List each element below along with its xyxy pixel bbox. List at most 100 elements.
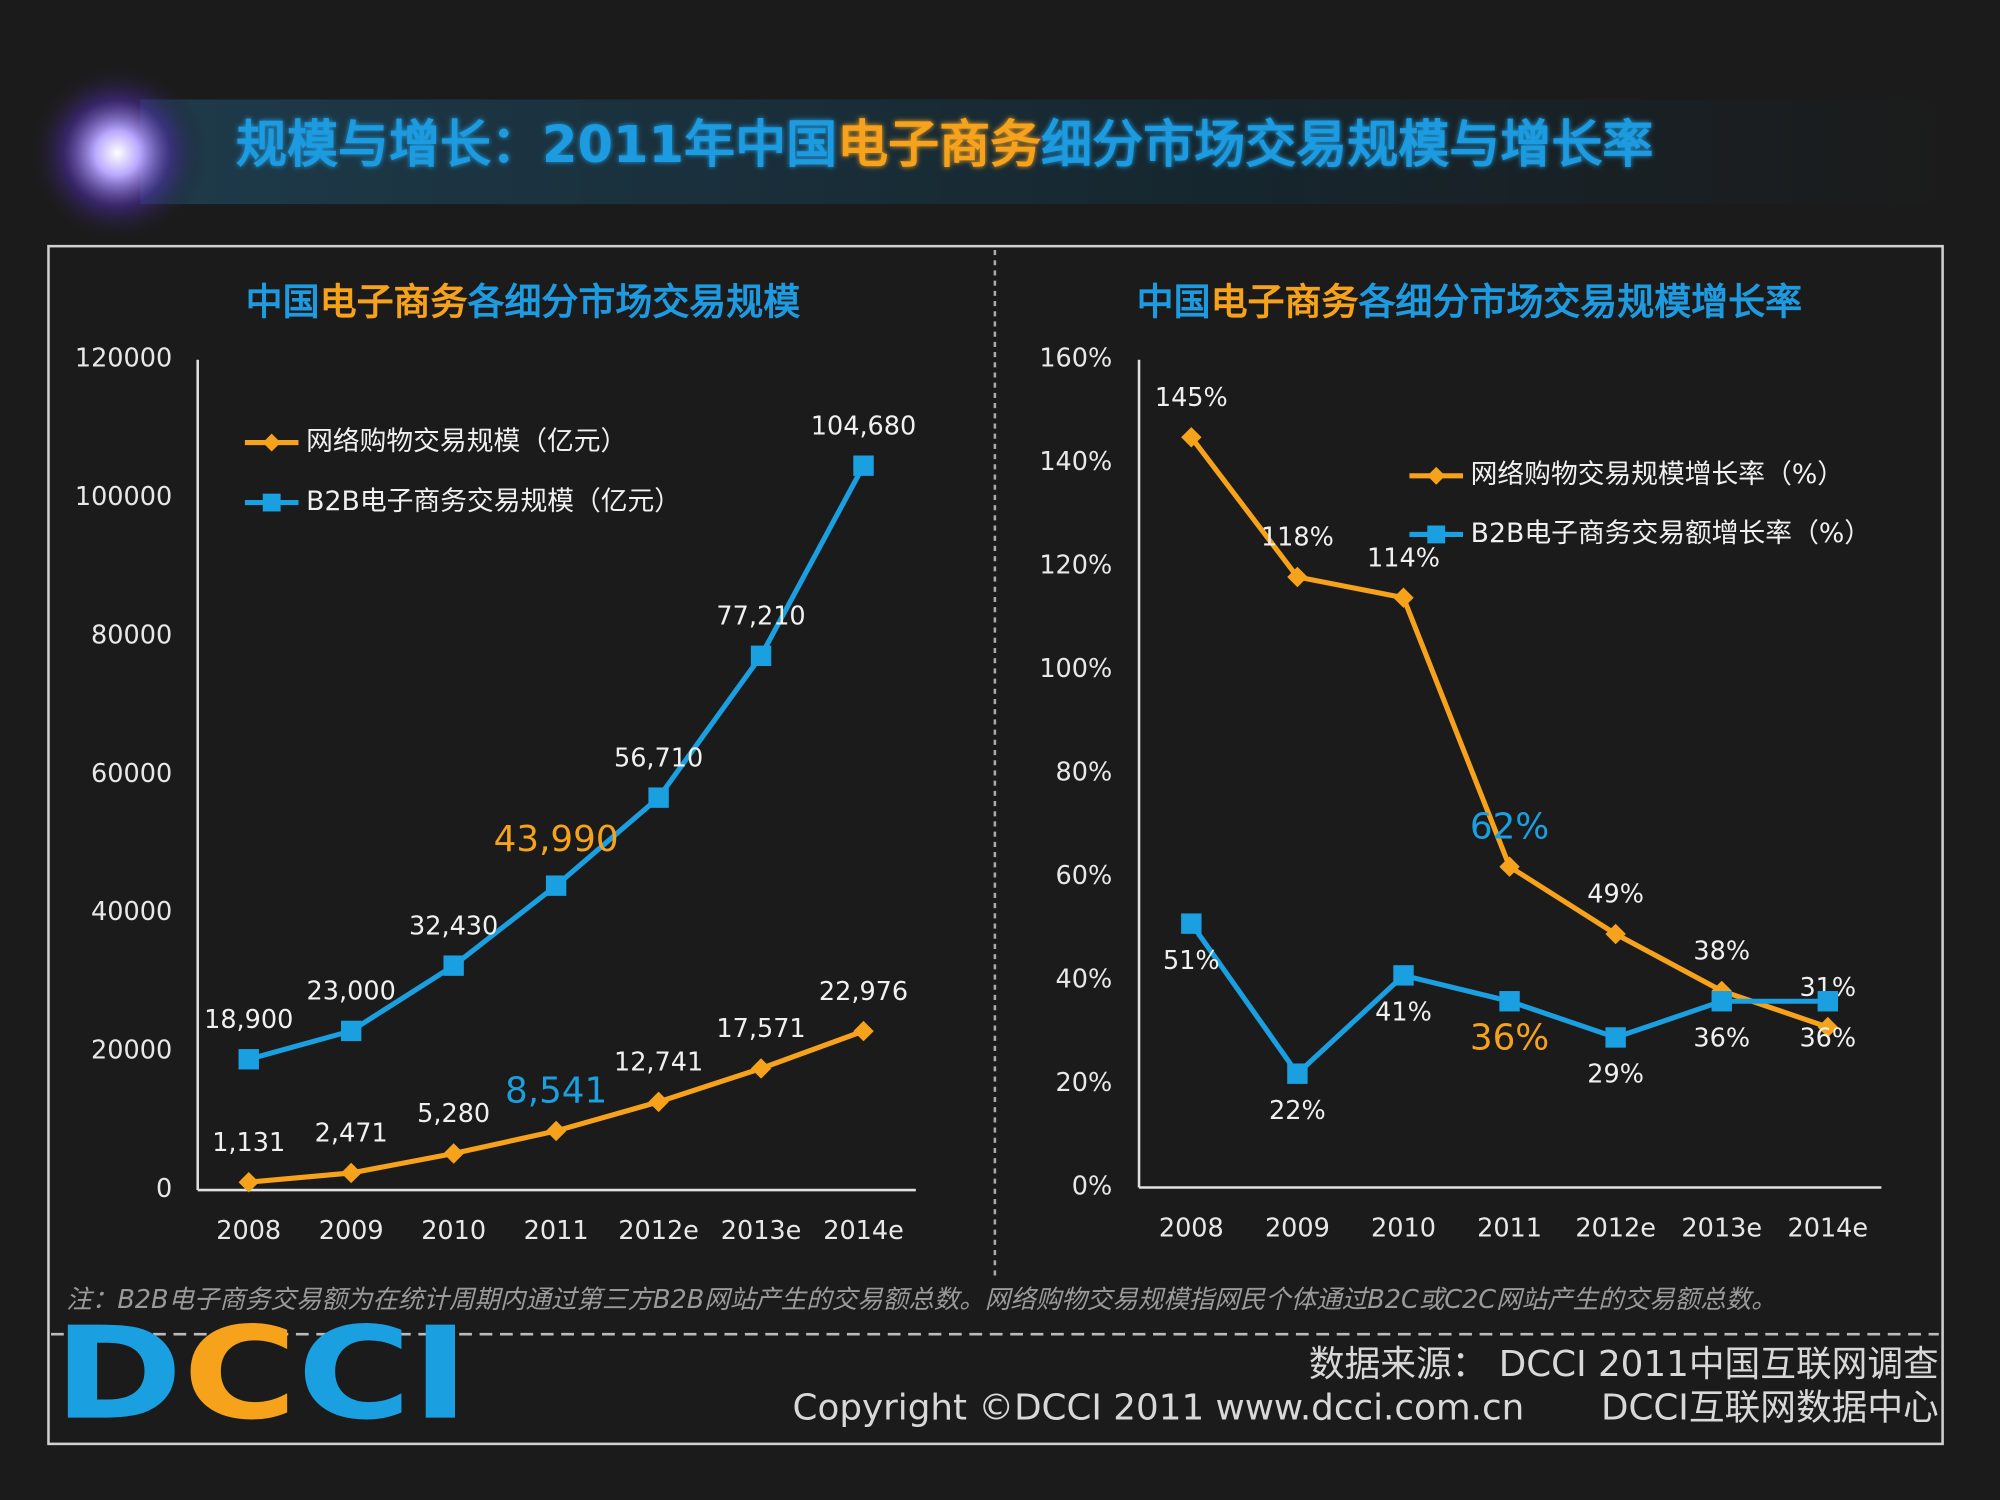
marker: [1287, 1063, 1308, 1084]
marker: [1499, 991, 1520, 1012]
marker: [1817, 991, 1839, 1012]
marker: [443, 955, 464, 976]
data-label: 114%: [1367, 543, 1440, 573]
title-part: 细分市场交易规模与增长率: [1041, 116, 1653, 175]
x-tick-label: 2014e: [1788, 1214, 1869, 1244]
data-label: 36%: [1470, 1018, 1549, 1059]
legend-marker: [262, 433, 281, 452]
note: 注：B2B电子商务交易额为在统计周期内通过第三方B2B网站产生的交易额总数。网络…: [66, 1285, 1776, 1315]
y-tick-label: 40000: [91, 897, 172, 927]
chart-title-part: 电子商务: [1211, 280, 1359, 323]
data-label: 56,710: [614, 743, 703, 773]
star-icon: [28, 63, 207, 243]
marker: [340, 1020, 362, 1042]
data-label: 49%: [1587, 880, 1644, 910]
data-label: 29%: [1587, 1060, 1644, 1090]
marker: [750, 645, 772, 666]
source: 数据来源： DCCI 2011中国互联网调查: [1309, 1344, 1939, 1385]
copyright: Copyright ©DCCI 2011 www.dcci.com.cn: [793, 1387, 1525, 1428]
data-label: 104,680: [811, 411, 916, 441]
data-label: 51%: [1163, 946, 1220, 976]
data-label: 5,280: [417, 1099, 490, 1129]
data-label: 145%: [1155, 383, 1228, 413]
y-tick-label: 0%: [1072, 1172, 1112, 1202]
x-tick-label: 2011: [1477, 1214, 1542, 1244]
x-tick-label: 2010: [421, 1216, 486, 1246]
marker: [1711, 991, 1732, 1012]
title-part: 规模与增长：2011年中国: [236, 116, 837, 175]
marker: [1817, 1016, 1839, 1038]
data-label: 18,900: [204, 1005, 293, 1035]
y-tick-label: 140%: [1039, 447, 1112, 477]
x-tick-label: 2011: [524, 1216, 589, 1246]
y-tick-label: 100000: [75, 482, 172, 512]
x-tick-label: 2012e: [1575, 1214, 1656, 1244]
x-tick-label: 2010: [1371, 1214, 1436, 1244]
legend-marker: [1427, 466, 1446, 485]
marker: [238, 1049, 259, 1070]
legend-label: 网络购物交易规模（亿元）: [306, 426, 627, 457]
y-tick-label: 80000: [91, 620, 172, 650]
marker: [340, 1162, 362, 1184]
legend-marker: [262, 493, 281, 512]
legend-label: 网络购物交易规模增长率（%）: [1471, 459, 1844, 490]
data-label: 12,741: [614, 1048, 703, 1078]
data-label: 62%: [1470, 806, 1549, 847]
x-tick-label: 2014e: [823, 1216, 904, 1246]
marker: [648, 787, 669, 808]
x-tick-label: 2013e: [721, 1216, 802, 1246]
x-tick-label: 2012e: [618, 1216, 699, 1246]
chart-title-part: 电子商务: [320, 280, 468, 323]
legend-label: B2B电子商务交易规模（亿元）: [306, 486, 681, 517]
chart-title-part: 中国: [246, 280, 320, 323]
marker: [1181, 427, 1202, 448]
marker: [1605, 923, 1626, 945]
marker: [1393, 587, 1414, 608]
marker: [1181, 913, 1202, 934]
panel-border: [47, 244, 1944, 1446]
legend-label: B2B电子商务交易额增长率（%）: [1471, 518, 1871, 549]
data-label: 77,210: [716, 602, 805, 632]
x-tick-label: 2008: [216, 1216, 281, 1246]
data-label: 38%: [1693, 937, 1750, 967]
chart-title-part: 各细分市场交易规模增长率: [1358, 280, 1802, 323]
marker: [1287, 566, 1308, 588]
marker: [545, 875, 567, 896]
data-label: 118%: [1261, 523, 1334, 553]
data-label: 8,541: [505, 1071, 607, 1112]
y-tick-label: 120%: [1039, 551, 1112, 581]
chart-title-part: 各细分市场交易规模: [468, 280, 801, 323]
data-label: 22%: [1269, 1096, 1326, 1126]
y-tick-label: 20%: [1056, 1068, 1113, 1098]
y-tick-label: 60%: [1056, 861, 1113, 891]
data-label: 17,571: [716, 1014, 805, 1044]
y-tick-label: 100%: [1039, 654, 1112, 684]
marker: [1393, 965, 1414, 986]
page-title: 规模与增长：2011年中国电子商务细分市场交易规模与增长率: [236, 116, 1653, 175]
organization: DCCI互联网数据中心: [1601, 1387, 1939, 1428]
data-label: 36%: [1799, 1024, 1856, 1054]
data-label: 41%: [1375, 998, 1432, 1028]
x-tick-label: 2013e: [1681, 1214, 1762, 1244]
title-part: 电子商务: [837, 116, 1041, 175]
x-tick-label: 2009: [319, 1216, 384, 1246]
data-label: 36%: [1693, 1024, 1750, 1054]
data-label: 43,990: [494, 819, 619, 860]
data-label: 2,471: [315, 1119, 388, 1149]
y-tick-label: 0: [156, 1174, 172, 1204]
data-label: 1,131: [212, 1128, 285, 1158]
data-label: 22,976: [819, 977, 908, 1007]
title-band: [140, 99, 1952, 205]
marker: [750, 1058, 772, 1079]
data-label: 23,000: [307, 977, 396, 1007]
x-tick-label: 2008: [1159, 1214, 1224, 1244]
marker: [1605, 1027, 1626, 1048]
y-tick-label: 160%: [1039, 344, 1112, 374]
y-tick-label: 40%: [1056, 965, 1113, 995]
marker: [443, 1143, 464, 1164]
data-label: 32,430: [409, 911, 498, 941]
x-tick-label: 2009: [1265, 1214, 1330, 1244]
legend-marker: [1427, 525, 1446, 544]
